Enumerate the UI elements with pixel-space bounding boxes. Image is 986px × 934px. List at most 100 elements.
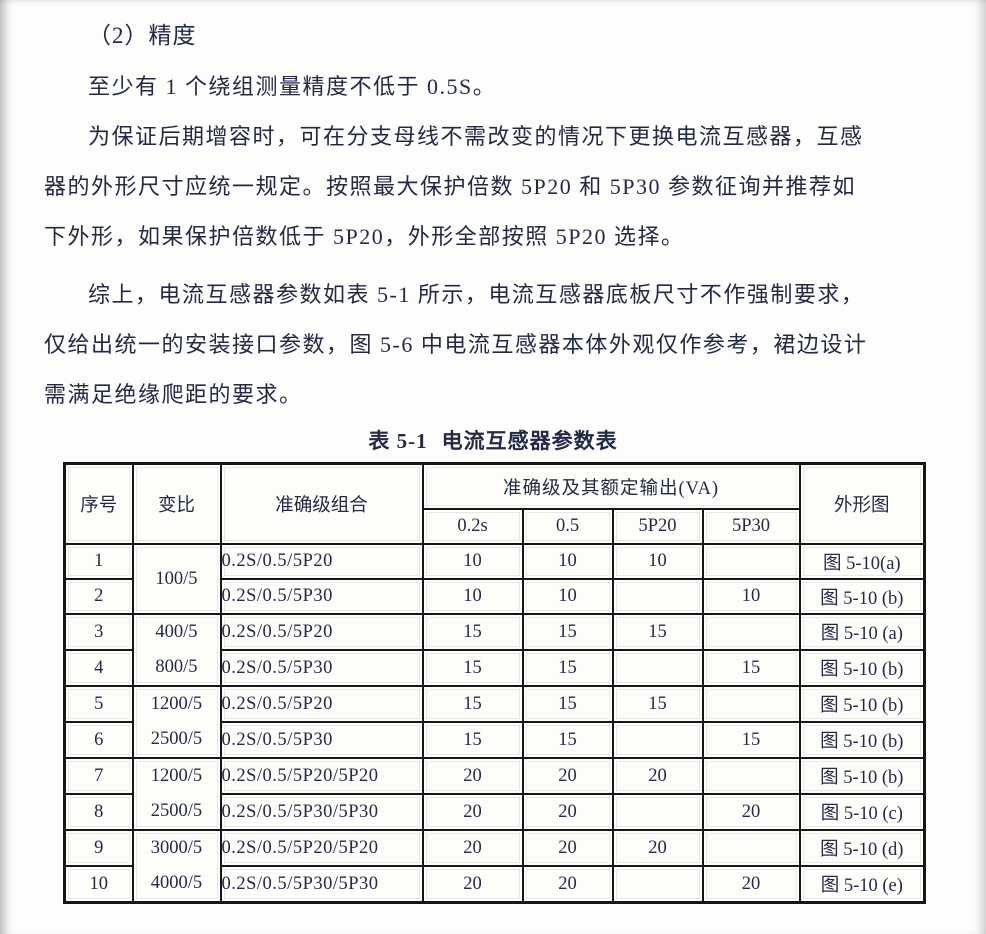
table-row: 4 0.2S/0.5/5P30 15 15 15 图 5-10 (b) — [63, 649, 926, 687]
table-body: 1 100/5 0.2S/0.5/5P20 10 10 10 图 5-10(a)… — [63, 543, 926, 904]
cell-va-5p20: 20 — [611, 757, 704, 795]
section-heading: （2）精度 — [88, 23, 197, 48]
cell-ratio-pair: 3000/5 4000/5 — [131, 829, 222, 904]
cell-va-5p20 — [611, 721, 704, 759]
cell-va-0-5: 20 — [521, 757, 614, 795]
cell-va-5p20 — [611, 578, 704, 615]
cell-no: 6 — [63, 721, 134, 759]
text-line: 器的外形尺寸应统一规定。按照最大保护倍数 5P20 和 5P30 参数征询并推荐… — [44, 174, 856, 199]
cell-figure: 图 5-10 (b) — [798, 757, 926, 795]
header-row-1: 序号 变比 准确级组合 准确级及其额定输出(VA) 外形图 — [63, 462, 926, 545]
cell-figure: 图 5-10 (e) — [798, 865, 926, 904]
header-ratio: 变比 — [131, 462, 222, 545]
header-row-2: 0.2s 0.5 5P20 5P30 — [65, 508, 925, 545]
table-row: 8 0.2S/0.5/5P30/5P30 20 20 20 图 5-10 (c) — [63, 793, 926, 831]
cell-va-5p30: 20 — [701, 865, 801, 904]
cell-va-0-5: 15 — [521, 721, 614, 759]
table-row: 9 3000/5 4000/5 0.2S/0.5/5P20/5P20 20 20… — [63, 828, 926, 904]
cell-combo: 0.2S/0.5/5P30 — [219, 649, 424, 687]
text-line: 仅给出统一的安装接口参数，图 5-6 中电流互感器本体外观仅作参考，裙边设计 — [44, 332, 868, 357]
paragraph-gap — [0, 262, 986, 270]
cell-va-5p30: 15 — [701, 721, 801, 759]
cell-combo: 0.2S/0.5/5P30/5P30 — [219, 793, 424, 831]
cell-va-5p20: 20 — [611, 828, 704, 868]
header-va-group: 准确级及其额定输出(VA) — [421, 462, 801, 510]
header-figure: 外形图 — [798, 462, 926, 545]
text-line: 综上，电流互感器参数如表 5-1 所示，电流互感器底板尺寸不作强制要求， — [88, 282, 865, 307]
cell-ratio-pair: 400/5 800/5 — [131, 613, 222, 687]
ratio-value: 800/5 — [155, 657, 198, 677]
text-line: 需满足绝缘爬距的要求。 — [44, 382, 303, 407]
ratio-value: 2500/5 — [150, 729, 203, 749]
cell-combo: 0.2S/0.5/5P30/5P30 — [219, 865, 424, 904]
cell-va-0-2s: 15 — [421, 685, 524, 723]
cell-va-5p30 — [701, 757, 801, 795]
ratio-value: 2500/5 — [150, 801, 203, 821]
paragraph-1: 为保证后期增容时，可在分支母线不需改变的情况下更换电流互感器，互感 器的外形尺寸… — [0, 112, 986, 262]
cell-no: 8 — [63, 793, 134, 831]
header-combo: 准确级组合 — [219, 462, 424, 545]
cell-combo: 0.2S/0.5/5P20/5P20 — [219, 828, 424, 868]
cell-combo: 0.2S/0.5/5P20 — [219, 685, 424, 723]
cell-va-0-2s: 15 — [421, 721, 524, 759]
cell-va-0-5: 15 — [521, 649, 614, 687]
table-row: 3 400/5 800/5 0.2S/0.5/5P20 15 15 15 图 5… — [63, 613, 926, 687]
cell-va-5p30 — [701, 685, 801, 723]
header-va-0-5: 0.5 — [521, 508, 614, 545]
header-va-5p30: 5P30 — [701, 508, 801, 545]
cell-va-0-2s: 20 — [421, 828, 524, 868]
ratio-value: 100/5 — [155, 568, 198, 589]
cell-no: 4 — [63, 649, 134, 687]
cell-figure: 图 5-10 (a) — [798, 613, 926, 651]
cell-va-0-2s: 20 — [421, 757, 524, 795]
header-va-5p20: 5P20 — [611, 508, 704, 545]
table-row: 6 0.2S/0.5/5P30 15 15 15 图 5-10 (b) — [63, 721, 926, 759]
cell-no: 7 — [63, 757, 134, 795]
cell-va-5p20 — [611, 865, 704, 904]
cell-va-5p20: 15 — [611, 685, 704, 723]
ratio-value: 1200/5 — [150, 694, 203, 714]
table-row: 10 0.2S/0.5/5P30/5P30 20 20 20 图 5-10 (e… — [63, 865, 926, 904]
table-row: 5 1200/5 2500/5 0.2S/0.5/5P20 15 15 15 图… — [63, 685, 926, 759]
ct-parameters-table: 序号 变比 准确级组合 准确级及其额定输出(VA) 外形图 0.2s 0.5 5… — [63, 462, 927, 904]
cell-no: 9 — [63, 828, 134, 868]
header-no: 序号 — [63, 462, 134, 545]
cell-combo: 0.2S/0.5/5P20/5P20 — [219, 757, 424, 795]
table-row: 1 100/5 0.2S/0.5/5P20 10 10 10 图 5-10(a) — [63, 543, 926, 615]
cell-va-5p20 — [611, 649, 704, 687]
cell-va-0-5: 10 — [521, 543, 614, 580]
ratio-value: 4000/5 — [150, 873, 203, 893]
text-line: 下外形，如果保护倍数低于 5P20，外形全部按照 5P20 选择。 — [44, 224, 685, 249]
cell-no: 5 — [63, 685, 134, 723]
cell-combo: 0.2S/0.5/5P30 — [219, 578, 424, 615]
cell-va-5p30 — [701, 828, 801, 868]
table-row: 7 1200/5 2500/5 0.2S/0.5/5P20/5P20 20 20… — [63, 757, 926, 831]
cell-combo: 0.2S/0.5/5P30 — [219, 721, 424, 759]
cell-va-0-5: 20 — [521, 793, 614, 831]
cell-va-5p30 — [701, 613, 801, 651]
ratio-value: 400/5 — [155, 622, 198, 642]
cell-ratio-pair: 1200/5 2500/5 — [131, 685, 222, 759]
cell-figure: 图 5-10 (b) — [798, 649, 926, 687]
cell-va-0-2s: 20 — [421, 865, 524, 904]
header-va-0-2s: 0.2s — [421, 508, 524, 545]
cell-va-0-2s: 15 — [421, 613, 524, 651]
table-caption: 表 5-1 电流互感器参数表 — [0, 420, 986, 462]
text-line: 为保证后期增容时，可在分支母线不需改变的情况下更换电流互感器，互感 — [88, 124, 864, 149]
cell-va-0-5: 10 — [521, 578, 614, 615]
cell-figure: 图 5-10 (c) — [798, 793, 926, 831]
cell-ratio-pair: 1200/5 2500/5 — [131, 757, 222, 831]
cell-va-0-5: 20 — [521, 828, 614, 868]
cell-va-5p20: 15 — [611, 613, 704, 651]
cell-va-5p30: 10 — [701, 578, 801, 615]
document-body: （2）精度 至少有 1 个绕组测量精度不低于 0.5S。 为保证后期增容时，可在… — [0, 23, 986, 904]
cell-no: 3 — [63, 613, 134, 651]
ratio-value: 3000/5 — [150, 838, 203, 858]
paragraph-2: 综上，电流互感器参数如表 5-1 所示，电流互感器底板尺寸不作强制要求， 仅给出… — [0, 270, 986, 420]
cell-va-5p20: 10 — [611, 543, 704, 580]
cell-va-5p30: 20 — [701, 793, 801, 831]
cell-figure: 图 5-10 (b) — [798, 721, 926, 759]
cell-va-0-2s: 10 — [421, 543, 524, 580]
table-caption-label: 表 5-1 — [368, 429, 428, 453]
